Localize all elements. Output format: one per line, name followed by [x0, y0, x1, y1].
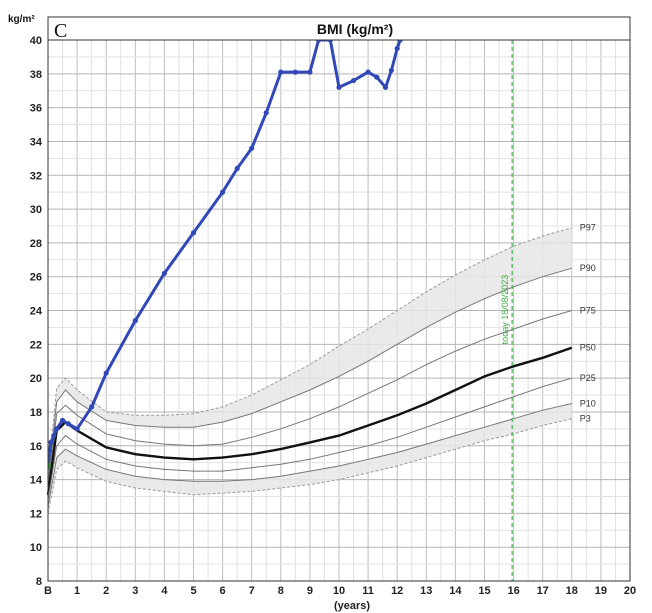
y-tick-label: 40	[30, 35, 42, 47]
x-tick-label: 2	[103, 585, 109, 597]
x-tick-label: 6	[220, 585, 226, 597]
x-tick-label: 18	[566, 585, 578, 597]
chart-title: BMI (kg/m²)	[317, 21, 393, 37]
patient-data-point	[54, 426, 60, 432]
patient-data-point	[365, 69, 371, 75]
patient-data-point	[74, 426, 80, 432]
percentile-curve-p90	[47, 267, 572, 483]
patient-data-point	[397, 40, 403, 43]
x-tick-label: 15	[478, 585, 490, 597]
x-tick-label: 9	[307, 585, 313, 597]
band-p3-p10	[48, 403, 572, 514]
y-tick-label: 14	[30, 475, 43, 487]
x-tick-label: 14	[449, 585, 462, 597]
percentile-label-p3: P3	[580, 414, 591, 424]
patient-data-point	[263, 110, 269, 116]
y-tick-label: 36	[30, 103, 42, 115]
x-tick-label: 20	[624, 585, 636, 597]
y-tick-label: 16	[30, 441, 42, 453]
percentile-label-p10: P10	[580, 398, 596, 408]
percentile-curve-p10	[47, 403, 572, 507]
y-tick-label: 26	[30, 272, 42, 284]
x-tick-label: 5	[190, 585, 196, 597]
x-tick-label: 19	[595, 585, 607, 597]
patient-data-point	[327, 40, 333, 43]
x-tick-label: 1	[74, 585, 80, 597]
patient-data-point	[249, 145, 255, 151]
x-tick-label: 4	[161, 585, 168, 597]
percentile-label-p50: P50	[580, 343, 596, 353]
patient-data-point	[388, 67, 394, 74]
patient-data-point	[220, 189, 226, 195]
patient-data-point	[161, 270, 167, 276]
percentile-label-p25: P25	[580, 373, 596, 383]
today-label: today 18/08/2023	[500, 275, 510, 345]
patient-data-point	[234, 165, 240, 172]
patient-data-point	[65, 421, 71, 427]
grid	[47, 39, 631, 582]
percentile-curves: P97 P90 P75 P50 P25 P10 P3	[46, 223, 596, 514]
x-tick-label: 7	[249, 585, 255, 597]
x-tick-label: 12	[391, 585, 403, 597]
patient-series	[48, 40, 403, 470]
y-tick-label: 28	[30, 238, 42, 250]
y-tick-label: 10	[30, 542, 42, 554]
patient-data-point	[190, 230, 197, 236]
patient-data-point	[316, 40, 322, 43]
patient-data-point	[350, 77, 357, 84]
panel-letter: C	[54, 20, 67, 42]
y-tick-label: 20	[30, 373, 42, 385]
y-tick-label: 34	[30, 136, 43, 148]
x-axis-label: (years)	[334, 600, 370, 612]
patient-data-point	[51, 433, 57, 439]
percentile-curve-p50	[46, 346, 573, 495]
percentile-curve-p25	[47, 377, 572, 500]
band-p90-p97	[48, 227, 572, 483]
x-tick-label: 10	[333, 585, 345, 597]
percentile-bands	[48, 227, 572, 514]
patient-data-point	[292, 69, 298, 75]
patient-data-point	[278, 69, 284, 75]
patient-data-point	[103, 370, 109, 376]
patient-data-point	[382, 84, 389, 90]
y-tick-label: 38	[30, 69, 42, 81]
y-tick-label: 22	[30, 339, 42, 351]
y-tick-label: 8	[36, 576, 42, 588]
percentile-curve-p75	[47, 310, 572, 490]
x-tick-label: B	[44, 585, 52, 597]
percentile-label-p97: P97	[580, 223, 596, 233]
x-tick-label: 13	[420, 585, 432, 597]
patient-data-point	[132, 318, 138, 324]
patient-data-point	[374, 74, 380, 80]
y-tick-label: 30	[30, 204, 42, 216]
x-tick-label: 3	[132, 585, 138, 597]
percentile-label-p75: P75	[580, 306, 596, 316]
patient-data-point	[89, 404, 95, 410]
percentile-curve-p3	[47, 418, 572, 514]
y-unit-label: kg/m²	[8, 14, 35, 25]
title-bar	[47, 16, 631, 41]
percentile-curve-p97	[47, 227, 572, 477]
x-tick-label: 17	[537, 585, 549, 597]
y-tick-label: 12	[30, 508, 42, 520]
percentile-label-p90: P90	[580, 263, 596, 273]
patient-data-point	[336, 84, 342, 90]
patient-data-point	[48, 448, 53, 454]
x-tick-label: 8	[278, 585, 284, 597]
x-tick-label: 16	[507, 585, 519, 597]
patient-data-point	[48, 439, 54, 445]
y-tick-label: 32	[30, 170, 42, 182]
patient-data-point	[394, 45, 400, 52]
birth-data-point	[48, 462, 52, 470]
y-tick-label: 24	[30, 306, 43, 318]
patient-data-point	[59, 417, 66, 423]
patient-data-point	[307, 69, 313, 75]
y-tick-label: 18	[30, 407, 42, 419]
x-tick-label: 11	[362, 585, 374, 597]
today-marker: today 18/08/2023	[500, 40, 513, 581]
